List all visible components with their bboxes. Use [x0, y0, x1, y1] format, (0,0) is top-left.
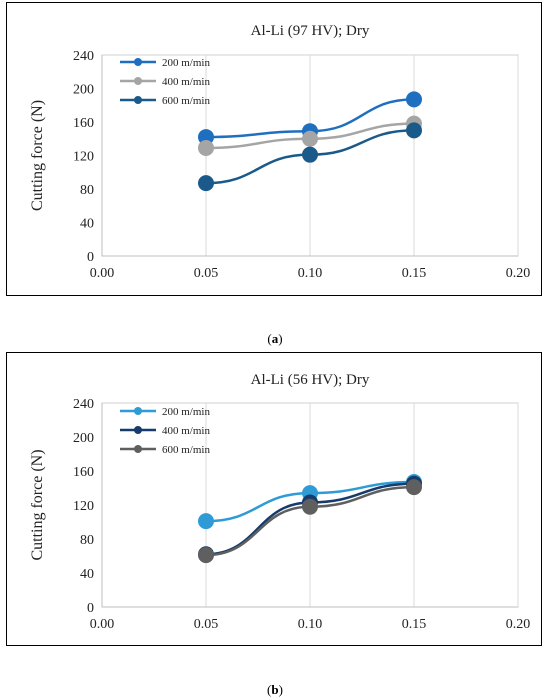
data-point — [198, 175, 214, 192]
x-tick-label: 0.00 — [90, 266, 115, 281]
y-tick-label: 40 — [80, 567, 94, 582]
legend-entry: 400 m/min — [162, 76, 210, 88]
caption-b: (b) — [267, 682, 283, 697]
chart-panel-b: Al-Li (56 HV); Dry 0.00 0.05 0.10 0.15 0.20 0 4… — [6, 352, 542, 646]
y-tick-label: 240 — [73, 397, 94, 412]
chart-title: Al-Li (97 HV); Dry — [251, 23, 370, 39]
y-tick-label: 160 — [73, 116, 94, 131]
caption-a: (a) — [267, 331, 283, 346]
caption-a-letter: a — [271, 331, 279, 346]
data-point — [302, 130, 318, 147]
legend-swatch-marker — [134, 426, 142, 434]
x-tick-label: 0.10 — [298, 617, 323, 632]
data-point — [302, 146, 318, 163]
chart-title: Al-Li (56 HV); Dry — [251, 372, 370, 388]
data-point — [406, 479, 422, 496]
legend-entry: 400 m/min — [162, 425, 210, 437]
y-tick-label: 240 — [73, 49, 94, 64]
y-axis-label: Cutting force (N) — [29, 449, 46, 560]
y-tick-label: 80 — [80, 533, 94, 548]
x-tick-label: 0.20 — [506, 266, 531, 281]
data-point — [406, 122, 422, 139]
y-tick-label: 200 — [73, 431, 94, 446]
legend-swatch-marker — [134, 58, 142, 66]
data-point — [302, 498, 318, 515]
legend-entry: 200 m/min — [162, 406, 210, 418]
x-tick-label: 0.15 — [402, 266, 427, 281]
y-tick-label: 0 — [87, 250, 94, 265]
x-tick-label: 0.20 — [506, 617, 531, 632]
chart-panel-a: Al-Li (97 HV); Dry 0.00 0.05 0.10 0.15 0.20 0 4… — [6, 2, 542, 296]
y-tick-label: 120 — [73, 150, 94, 165]
legend-entry: 600 m/min — [162, 444, 210, 456]
data-point — [198, 513, 214, 530]
x-tick-label: 0.05 — [194, 266, 219, 281]
legend-swatch-marker — [134, 96, 142, 104]
legend-entry: 200 m/min — [162, 57, 210, 69]
x-tick-label: 0.10 — [298, 266, 323, 281]
y-tick-label: 200 — [73, 83, 94, 98]
chart-a-svg: Al-Li (97 HV); Dry 0.00 0.05 0.10 0.15 0.20 0 4… — [29, 23, 531, 281]
legend-swatch-marker — [134, 445, 142, 453]
legend-entry: 600 m/min — [162, 95, 210, 107]
y-tick-label: 40 — [80, 217, 94, 232]
data-point — [198, 139, 214, 156]
x-tick-label: 0.15 — [402, 617, 427, 632]
data-point — [406, 91, 422, 108]
x-tick-label: 0.00 — [90, 617, 115, 632]
data-point — [198, 547, 214, 564]
y-axis-label: Cutting force (N) — [29, 100, 46, 211]
y-tick-label: 0 — [87, 601, 94, 616]
legend-swatch-marker — [134, 77, 142, 85]
y-tick-label: 120 — [73, 499, 94, 514]
caption-b-letter: b — [271, 682, 279, 697]
chart-b-svg: Al-Li (56 HV); Dry 0.00 0.05 0.10 0.15 0.20 0 4… — [29, 372, 531, 632]
y-tick-label: 80 — [80, 183, 94, 198]
legend-swatch-marker — [134, 407, 142, 415]
y-tick-label: 160 — [73, 465, 94, 480]
x-tick-label: 0.05 — [194, 617, 219, 632]
